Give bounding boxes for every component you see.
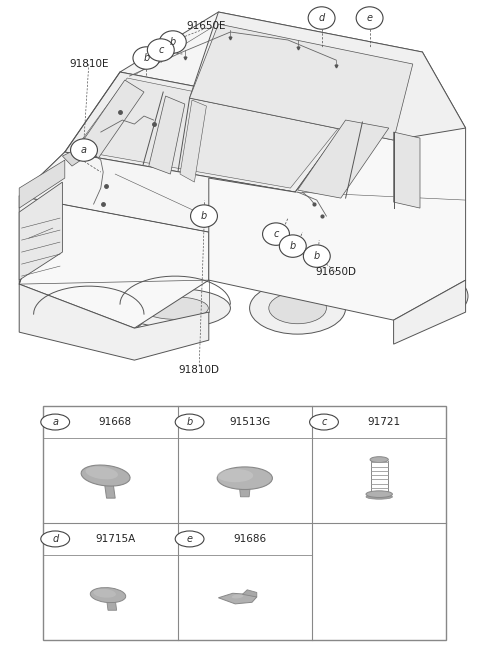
Polygon shape (190, 12, 466, 140)
Ellipse shape (120, 289, 230, 328)
Text: 91513G: 91513G (229, 417, 270, 427)
Polygon shape (62, 150, 84, 166)
Ellipse shape (372, 270, 468, 322)
Circle shape (303, 245, 330, 267)
Text: b: b (201, 211, 207, 221)
Text: d: d (52, 534, 59, 544)
Polygon shape (218, 593, 257, 604)
Circle shape (310, 414, 338, 430)
Ellipse shape (34, 298, 144, 338)
Ellipse shape (366, 495, 392, 499)
Circle shape (41, 531, 70, 547)
Ellipse shape (93, 589, 116, 598)
Polygon shape (239, 483, 251, 497)
Polygon shape (104, 481, 115, 498)
Text: 91810E: 91810E (69, 59, 108, 69)
Text: e: e (187, 534, 192, 544)
Text: c: c (273, 229, 279, 239)
Polygon shape (65, 72, 350, 192)
Polygon shape (149, 96, 185, 174)
Polygon shape (19, 284, 209, 360)
Circle shape (356, 7, 383, 30)
Ellipse shape (269, 293, 326, 323)
Polygon shape (19, 182, 62, 280)
Text: 91650E: 91650E (187, 21, 226, 31)
Text: 91810D: 91810D (179, 365, 220, 375)
Ellipse shape (90, 588, 126, 603)
Ellipse shape (232, 594, 243, 598)
Circle shape (191, 205, 217, 227)
Polygon shape (19, 152, 209, 328)
Circle shape (71, 139, 97, 161)
Text: c: c (158, 45, 164, 55)
Circle shape (159, 31, 186, 53)
Text: b: b (289, 241, 296, 251)
Text: b: b (186, 417, 193, 427)
Polygon shape (74, 78, 343, 188)
Text: a: a (81, 145, 87, 155)
Text: 91650D: 91650D (315, 267, 357, 277)
Ellipse shape (391, 281, 449, 312)
Polygon shape (242, 590, 257, 597)
Circle shape (133, 47, 160, 70)
Polygon shape (394, 132, 420, 208)
Circle shape (175, 531, 204, 547)
Circle shape (308, 7, 335, 30)
Text: e: e (367, 13, 372, 23)
Polygon shape (19, 152, 295, 232)
Text: c: c (321, 417, 327, 427)
Text: 91686: 91686 (233, 534, 266, 544)
Text: 91721: 91721 (367, 417, 401, 427)
Text: 91668: 91668 (98, 417, 132, 427)
Ellipse shape (370, 457, 388, 462)
Polygon shape (180, 100, 206, 182)
Text: b: b (143, 53, 150, 63)
Circle shape (175, 414, 204, 430)
Ellipse shape (366, 491, 392, 497)
Ellipse shape (85, 466, 118, 480)
Polygon shape (19, 152, 65, 284)
Polygon shape (190, 24, 413, 140)
Circle shape (147, 39, 174, 61)
Text: 91715A: 91715A (95, 534, 135, 544)
Polygon shape (120, 12, 422, 116)
Polygon shape (298, 120, 389, 198)
Circle shape (279, 235, 306, 257)
Text: b: b (313, 251, 320, 261)
Text: b: b (169, 37, 176, 47)
Ellipse shape (250, 282, 346, 334)
Polygon shape (209, 52, 466, 320)
Ellipse shape (81, 465, 130, 486)
Polygon shape (79, 80, 144, 158)
Text: d: d (318, 13, 325, 23)
Ellipse shape (56, 307, 122, 329)
Polygon shape (394, 280, 466, 344)
Ellipse shape (142, 297, 208, 319)
Circle shape (263, 223, 289, 245)
Polygon shape (19, 160, 65, 208)
Ellipse shape (217, 469, 253, 482)
Polygon shape (107, 599, 117, 610)
Circle shape (41, 414, 70, 430)
Text: a: a (52, 417, 58, 427)
Ellipse shape (217, 467, 273, 489)
